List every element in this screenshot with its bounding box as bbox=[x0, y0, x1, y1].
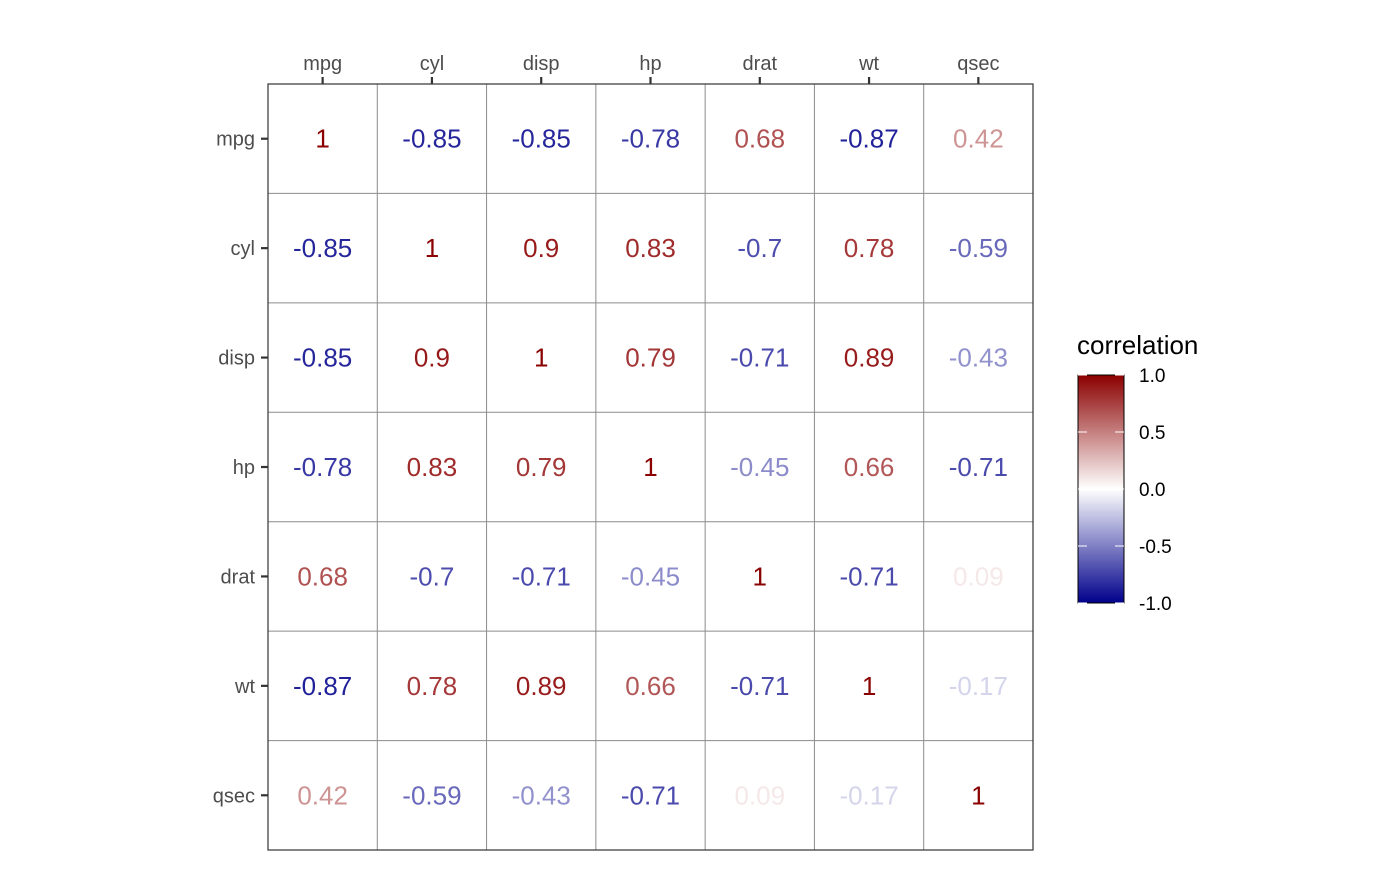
axis-layer: mpg mpg cyl cyl disp disp hp hp drat drat wt wt qsec… bbox=[213, 53, 1000, 807]
cell-value-wt-drat: -0.71 bbox=[730, 671, 789, 701]
cell-value-wt-qsec: -0.17 bbox=[949, 671, 1008, 701]
x-tick-label-cyl: cyl bbox=[420, 53, 444, 75]
cell-value-drat-qsec: 0.09 bbox=[953, 561, 1004, 591]
y-tick-label-hp: hp bbox=[233, 457, 255, 479]
cell-value-hp-qsec: -0.71 bbox=[949, 452, 1008, 482]
cell-value-drat-drat: 1 bbox=[753, 561, 767, 591]
cell-value-disp-mpg: -0.85 bbox=[293, 343, 352, 373]
cell-value-drat-cyl: -0.7 bbox=[410, 561, 455, 591]
cell-value-hp-mpg: -0.78 bbox=[293, 452, 352, 482]
cell-value-cyl-hp: 0.83 bbox=[625, 233, 676, 263]
x-tick-label-drat: drat bbox=[743, 53, 778, 75]
cell-value-wt-disp: 0.89 bbox=[516, 671, 567, 701]
y-tick-label-mpg: mpg bbox=[216, 129, 255, 151]
legend-tick-label: 1.0 bbox=[1139, 366, 1165, 387]
cell-value-cyl-cyl: 1 bbox=[425, 233, 439, 263]
cell-value-qsec-hp: -0.71 bbox=[621, 780, 680, 810]
x-tick-label-mpg: mpg bbox=[303, 53, 342, 75]
cell-value-qsec-qsec: 1 bbox=[971, 780, 985, 810]
cell-value-mpg-drat: 0.68 bbox=[734, 124, 785, 154]
cell-value-disp-qsec: -0.43 bbox=[949, 343, 1008, 373]
cell-values-layer: 1 -0.85 -0.85 -0.78 0.68 -0.87 0.42 -0.85 1 0.9 0.… bbox=[293, 124, 1008, 811]
cell-value-drat-disp: -0.71 bbox=[512, 561, 571, 591]
cell-value-hp-wt: 0.66 bbox=[844, 452, 895, 482]
cell-value-cyl-mpg: -0.85 bbox=[293, 233, 352, 263]
cell-value-mpg-qsec: 0.42 bbox=[953, 124, 1004, 154]
cell-value-mpg-disp: -0.85 bbox=[512, 124, 571, 154]
y-tick-label-qsec: qsec bbox=[213, 785, 255, 807]
cell-value-hp-drat: -0.45 bbox=[730, 452, 789, 482]
cell-value-hp-disp: 0.79 bbox=[516, 452, 567, 482]
legend-tick-label: -0.5 bbox=[1139, 537, 1172, 558]
y-tick-label-wt: wt bbox=[234, 676, 255, 698]
y-tick-label-drat: drat bbox=[221, 566, 256, 588]
cell-value-disp-cyl: 0.9 bbox=[414, 343, 450, 373]
x-tick-label-wt: wt bbox=[858, 53, 879, 75]
cell-value-disp-hp: 0.79 bbox=[625, 343, 676, 373]
cell-value-qsec-drat: 0.09 bbox=[734, 780, 785, 810]
cell-value-hp-cyl: 0.83 bbox=[407, 452, 458, 482]
x-tick-label-disp: disp bbox=[523, 53, 560, 75]
cell-value-wt-cyl: 0.78 bbox=[407, 671, 458, 701]
legend-tick-label: 0.5 bbox=[1139, 423, 1165, 444]
cell-value-cyl-drat: -0.7 bbox=[737, 233, 782, 263]
cell-value-wt-hp: 0.66 bbox=[625, 671, 676, 701]
y-tick-label-disp: disp bbox=[218, 348, 255, 370]
legend-tick-label: 0.0 bbox=[1139, 480, 1165, 501]
cell-value-mpg-mpg: 1 bbox=[315, 124, 329, 154]
cell-value-drat-hp: -0.45 bbox=[621, 561, 680, 591]
legend: correlation 1.0 0.5 0.0 -0.5 -1.0 bbox=[1077, 330, 1198, 615]
cell-value-qsec-cyl: -0.59 bbox=[402, 780, 461, 810]
cell-value-cyl-wt: 0.78 bbox=[844, 233, 895, 263]
cell-value-hp-hp: 1 bbox=[643, 452, 657, 482]
cell-value-mpg-wt: -0.87 bbox=[839, 124, 898, 154]
cell-value-qsec-wt: -0.17 bbox=[839, 780, 898, 810]
cell-value-wt-mpg: -0.87 bbox=[293, 671, 352, 701]
x-tick-label-qsec: qsec bbox=[957, 53, 999, 75]
cell-value-disp-disp: 1 bbox=[534, 343, 548, 373]
legend-tick-label: -1.0 bbox=[1139, 594, 1172, 615]
cell-value-cyl-disp: 0.9 bbox=[523, 233, 559, 263]
cell-value-qsec-disp: -0.43 bbox=[512, 780, 571, 810]
cell-value-cyl-qsec: -0.59 bbox=[949, 233, 1008, 263]
cell-value-drat-mpg: 0.68 bbox=[297, 561, 348, 591]
legend-title: correlation bbox=[1077, 330, 1198, 360]
x-tick-label-hp: hp bbox=[639, 53, 661, 75]
cell-value-qsec-mpg: 0.42 bbox=[297, 780, 348, 810]
cell-value-mpg-cyl: -0.85 bbox=[402, 124, 461, 154]
cell-value-disp-drat: -0.71 bbox=[730, 343, 789, 373]
legend-ticks: 1.0 0.5 0.0 -0.5 -1.0 bbox=[1078, 366, 1172, 615]
cell-value-wt-wt: 1 bbox=[862, 671, 876, 701]
cell-value-mpg-hp: -0.78 bbox=[621, 124, 680, 154]
cell-value-disp-wt: 0.89 bbox=[844, 343, 895, 373]
y-tick-label-cyl: cyl bbox=[231, 238, 255, 260]
cell-value-drat-wt: -0.71 bbox=[839, 561, 898, 591]
